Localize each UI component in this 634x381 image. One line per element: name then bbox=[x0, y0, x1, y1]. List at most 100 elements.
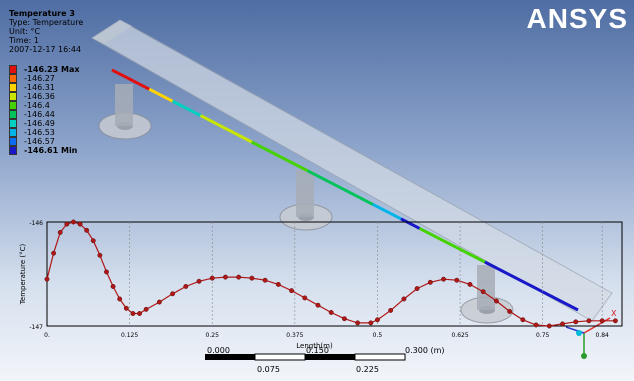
legend-label: -146.44 bbox=[24, 110, 55, 119]
x-tick-label: 0.75 bbox=[536, 332, 550, 339]
data-point bbox=[341, 316, 347, 322]
path-segment bbox=[418, 227, 486, 264]
x-tick-label: 0.625 bbox=[451, 332, 468, 339]
data-point bbox=[51, 250, 57, 256]
scale-label-2: 0.300 (m) bbox=[405, 346, 445, 355]
data-point bbox=[84, 227, 90, 233]
result-date: 2007-12-17 16:44 bbox=[9, 45, 82, 54]
data-point bbox=[123, 305, 129, 311]
data-point bbox=[388, 307, 394, 313]
data-point bbox=[328, 310, 334, 315]
chart-frame bbox=[46, 221, 623, 327]
data-point bbox=[573, 319, 579, 325]
data-point bbox=[441, 276, 447, 282]
data-point bbox=[520, 317, 526, 323]
path-segment bbox=[199, 114, 253, 144]
data-point bbox=[375, 317, 380, 323]
scale-label-3: 0.075 bbox=[257, 365, 280, 374]
data-point bbox=[315, 302, 321, 308]
legend-label: -146.31 bbox=[24, 83, 55, 92]
data-point bbox=[507, 308, 513, 314]
legend-label: -146.61 Min bbox=[24, 146, 78, 155]
legend-label: -146.4 bbox=[24, 101, 50, 110]
result-info: Temperature 3 Type: Temperature Unit: °C… bbox=[9, 9, 83, 54]
y-axis-label: Temperature (°C) bbox=[19, 244, 27, 306]
data-point bbox=[454, 277, 460, 283]
data-point bbox=[209, 275, 215, 281]
scale-label-1: 0.150 bbox=[306, 346, 329, 355]
legend-swatch bbox=[9, 101, 17, 110]
data-point bbox=[110, 284, 116, 289]
series-line bbox=[46, 221, 616, 327]
legend-swatch bbox=[9, 137, 17, 146]
data-point bbox=[467, 281, 473, 287]
data-point bbox=[104, 269, 109, 275]
beam-top-face bbox=[92, 20, 132, 44]
data-point bbox=[130, 311, 136, 316]
data-point bbox=[183, 284, 189, 289]
data-point bbox=[401, 296, 407, 302]
data-point bbox=[560, 321, 565, 327]
legend-swatch bbox=[9, 146, 17, 155]
data-point bbox=[546, 323, 552, 329]
data-point bbox=[156, 299, 162, 305]
support-bracket-1 bbox=[98, 84, 152, 140]
data-point bbox=[533, 322, 539, 328]
data-point bbox=[612, 318, 618, 324]
data-point bbox=[236, 274, 242, 280]
y-tick-label: -146 bbox=[29, 220, 43, 227]
legend-swatch bbox=[9, 92, 17, 101]
legend-label: -146.36 bbox=[24, 92, 55, 101]
data-point bbox=[480, 289, 486, 295]
path-segment bbox=[251, 140, 309, 173]
y-tick-label: -147 bbox=[29, 324, 43, 331]
data-point bbox=[57, 229, 63, 235]
legend-label: -146.23 Max bbox=[24, 65, 80, 74]
ansys-logo: ANSYS bbox=[527, 3, 628, 35]
data-point bbox=[493, 298, 499, 304]
legend-swatch bbox=[9, 119, 17, 128]
data-point bbox=[170, 291, 176, 297]
legend-swatch bbox=[9, 128, 17, 137]
x-tick-label: 0.5 bbox=[373, 332, 383, 339]
support-bracket-2 bbox=[279, 170, 333, 231]
legend-swatch bbox=[9, 74, 17, 83]
legend-label: -146.49 bbox=[24, 119, 55, 128]
data-point bbox=[90, 238, 96, 244]
data-point bbox=[117, 296, 123, 302]
path-segment bbox=[148, 87, 174, 103]
data-point bbox=[222, 274, 228, 280]
result-type: Type: Temperature bbox=[9, 18, 84, 27]
data-point bbox=[302, 295, 308, 301]
data-point bbox=[196, 278, 202, 284]
legend-label: -146.53 bbox=[24, 128, 55, 137]
data-point bbox=[427, 279, 433, 285]
x-tick-label: 0.84 bbox=[595, 332, 609, 339]
x-tick-label: 0.25 bbox=[206, 332, 220, 339]
legend-swatch bbox=[9, 110, 17, 119]
legend-label: -146.57 bbox=[24, 137, 55, 146]
path-segment bbox=[307, 169, 374, 206]
data-point bbox=[586, 318, 592, 324]
result-unit: Unit: °C bbox=[9, 27, 41, 36]
path-segment bbox=[111, 68, 150, 91]
data-point bbox=[70, 219, 76, 225]
data-point bbox=[599, 318, 605, 324]
data-point bbox=[355, 320, 361, 326]
legend-swatch bbox=[9, 65, 17, 74]
data-point bbox=[368, 320, 374, 326]
data-point bbox=[64, 221, 70, 227]
data-point bbox=[275, 281, 281, 287]
path-segment bbox=[372, 203, 402, 221]
scale-label-0: 0.000 bbox=[207, 346, 230, 355]
x-axis-label: Length(m) bbox=[296, 342, 333, 350]
data-point bbox=[262, 277, 268, 283]
x-tick-label: 0.125 bbox=[121, 332, 138, 339]
data-point bbox=[249, 275, 255, 281]
scale-label-4: 0.225 bbox=[356, 365, 379, 374]
data-point bbox=[289, 288, 294, 294]
data-point bbox=[143, 306, 149, 312]
legend-swatch bbox=[9, 83, 17, 92]
temperature-path-line bbox=[111, 68, 579, 312]
